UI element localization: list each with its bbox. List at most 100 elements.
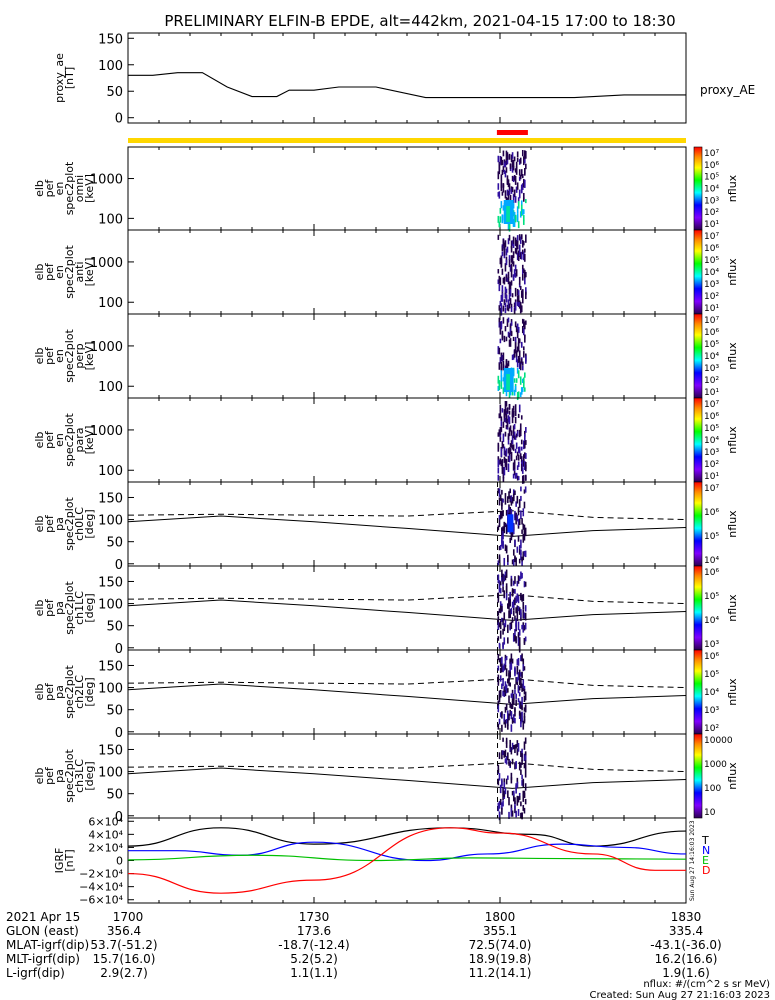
spectrogram-pixel <box>509 671 512 678</box>
spectrogram-pixel <box>507 724 509 730</box>
spectrogram-pixel <box>497 488 500 493</box>
spectrogram-pixel <box>501 459 504 467</box>
spectrogram-pixel <box>503 686 506 695</box>
y-tick-label: −2×10⁴ <box>79 868 123 881</box>
spectrogram-pixel <box>497 459 500 468</box>
plot-title: PRELIMINARY ELFIN-B EPDE, alt=442km, 202… <box>164 12 675 30</box>
spectrogram-pixel <box>515 161 518 169</box>
spectrogram-pixel <box>512 431 515 439</box>
side-note: Sun Aug 27 14:16:03 2023 <box>689 820 696 901</box>
spectrogram-pixel <box>499 357 502 364</box>
spectrogram-pixel <box>525 199 527 204</box>
spectrogram-pixel <box>520 769 522 775</box>
colorbar-tick-label: 10⁵ <box>704 532 719 542</box>
spectrogram-pixel <box>523 489 526 494</box>
spectrogram-pixel <box>517 290 520 296</box>
spectrogram-pixel <box>514 800 516 809</box>
colorbar-tick-label: 10¹ <box>704 388 719 398</box>
spectrogram-pixel <box>510 621 513 630</box>
spectrogram-pixel <box>511 240 514 246</box>
spectrogram-pixel <box>508 293 511 301</box>
spectrogram-pixel <box>502 238 505 246</box>
spectrogram-pixel <box>517 370 520 379</box>
spectrogram-pixel <box>512 354 515 360</box>
spectrogram-pixel <box>522 209 525 215</box>
y-tick-label: 150 <box>98 575 123 590</box>
colorbar <box>693 146 703 231</box>
spectrogram-pixel <box>497 279 500 285</box>
spectrogram-pixel <box>523 532 526 541</box>
spectrogram-pixel <box>520 571 522 580</box>
spectrogram-pixel <box>504 293 507 299</box>
orbit-value: 356.4 <box>107 924 141 938</box>
spectrogram-pixel <box>517 461 520 468</box>
spectrogram-pixel <box>510 255 513 263</box>
spectrogram-pixel <box>521 759 523 765</box>
spectrogram-pixel <box>514 540 516 546</box>
spectrogram-pixel <box>524 461 526 469</box>
spectrogram-pixel <box>510 508 513 516</box>
spectrogram-pixel <box>510 661 513 670</box>
spectrogram-pixel <box>514 668 516 677</box>
spectrogram-pixel <box>514 321 517 328</box>
spectrogram-pixel <box>501 292 504 302</box>
spectrogram-pixel <box>510 495 513 502</box>
y-tick-label: 6×10⁴ <box>88 815 123 828</box>
spectrogram-pixel <box>511 152 514 159</box>
spectrogram-pixel <box>514 410 517 416</box>
spectrogram-pixel <box>522 380 525 388</box>
spectrogram-pixel <box>522 533 525 543</box>
spectrogram-pixel <box>515 325 518 333</box>
spectrogram-pixel <box>516 495 519 504</box>
colorbar-tick-label: 10² <box>704 376 719 386</box>
spectrogram-pixel <box>499 427 502 435</box>
spectrogram-pixel <box>499 410 502 419</box>
y-axis-label-line: pef <box>43 514 56 533</box>
side-note-group: Sun Aug 27 14:16:03 2023 <box>689 820 696 901</box>
spectrogram-pixel <box>522 268 525 274</box>
spectrogram-pixel <box>522 251 525 261</box>
spectrogram-pixel <box>500 460 503 467</box>
spectrogram-pixel <box>500 156 503 162</box>
spectrogram-pixel <box>511 175 514 182</box>
en_para-spectrogram <box>497 401 527 484</box>
colorbar-tick-label: 10⁶ <box>704 568 719 578</box>
spectrogram-pixel <box>507 277 510 285</box>
spectrogram-pixel <box>502 526 504 533</box>
spectrogram-pixel <box>509 599 512 607</box>
spectrogram-pixel <box>522 523 525 530</box>
spectrogram-pixel <box>502 184 505 193</box>
spectrogram-pixel <box>498 608 501 613</box>
spectrogram-pixel <box>518 429 521 438</box>
time-tick-label: 1700 <box>113 910 144 924</box>
spectrogram-pixel <box>501 606 503 612</box>
spectrogram-pixel <box>499 321 502 327</box>
spectrogram-pixel <box>519 428 522 437</box>
spectrogram-pixel <box>521 518 523 525</box>
spectrogram-pixel <box>510 188 513 194</box>
spectrogram-pixel <box>508 695 510 703</box>
spectrogram-pixel <box>521 671 523 679</box>
spectrogram-pixel <box>513 435 516 440</box>
spectrogram-pixel <box>522 622 525 627</box>
colorbar-tick-label: 10³ <box>704 196 719 206</box>
spectrogram-pixel <box>516 795 519 802</box>
spectrogram-pixel <box>514 689 516 695</box>
spectrogram-pixel <box>519 252 522 260</box>
colorbar-tick-label: 10² <box>704 460 719 470</box>
spectrogram-pixel <box>500 259 503 267</box>
spectrogram-pixel <box>513 219 516 227</box>
spectrogram-pixel <box>518 795 521 800</box>
spectrogram-pixel <box>498 275 501 284</box>
spectrogram-pixel <box>509 665 512 674</box>
spectrogram-pixel <box>502 737 504 742</box>
orbit-value: 72.5(74.0) <box>469 938 532 952</box>
spectrogram-pixel <box>525 291 527 300</box>
spectrogram-pixel <box>516 801 519 806</box>
spectrogram-pixel <box>510 703 513 709</box>
spectrogram-pixel <box>505 424 508 430</box>
spectrogram-pixel <box>514 708 516 717</box>
spectrogram-pixel <box>509 163 512 170</box>
spectrogram-pixel <box>504 575 507 581</box>
spectrogram-pixel <box>507 637 509 644</box>
